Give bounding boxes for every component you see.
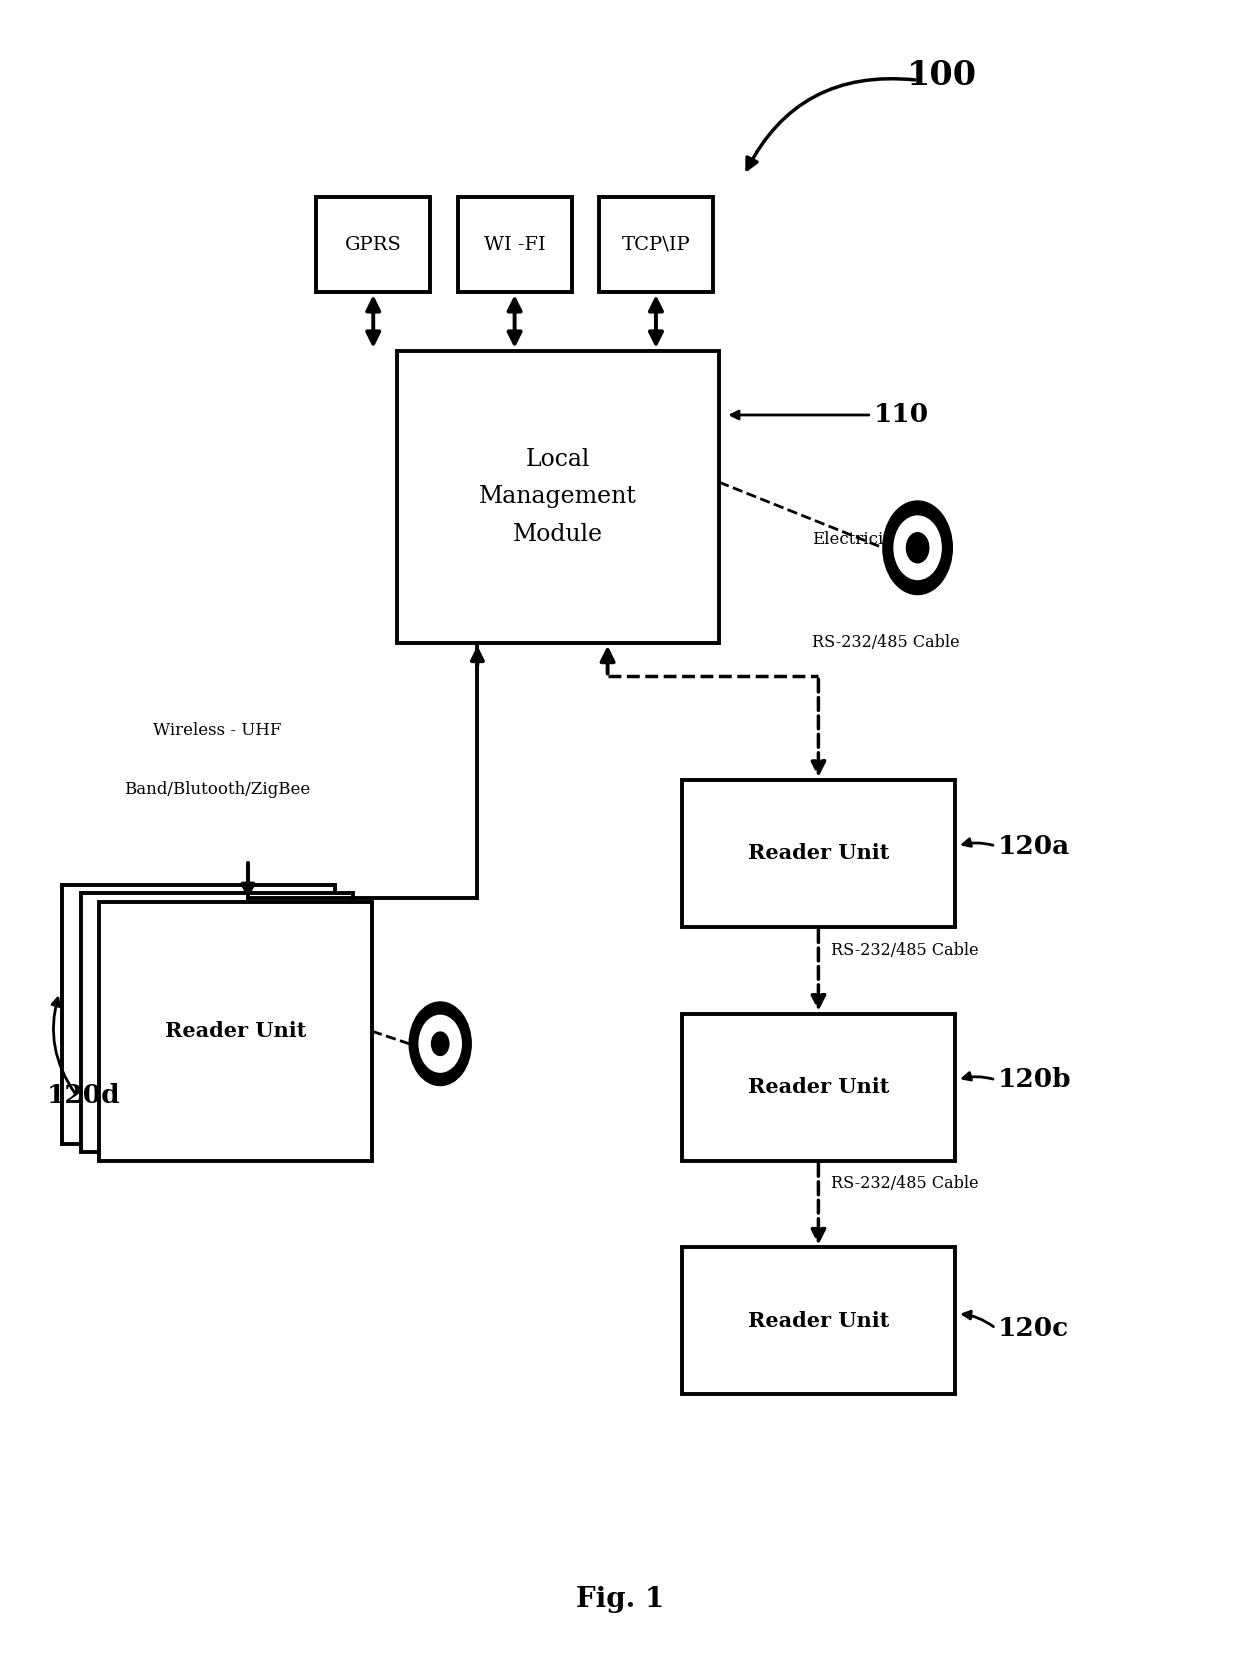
Circle shape — [883, 501, 952, 595]
Text: 120b: 120b — [998, 1067, 1071, 1092]
Text: Reader Unit: Reader Unit — [748, 843, 889, 863]
Circle shape — [906, 533, 929, 563]
FancyBboxPatch shape — [682, 780, 955, 927]
FancyBboxPatch shape — [62, 885, 335, 1144]
Text: Reader Unit: Reader Unit — [165, 1022, 306, 1040]
Circle shape — [432, 1032, 449, 1055]
Circle shape — [409, 1002, 471, 1086]
FancyBboxPatch shape — [682, 1014, 955, 1161]
Text: 100: 100 — [908, 58, 977, 92]
Circle shape — [894, 516, 941, 579]
FancyBboxPatch shape — [81, 893, 353, 1152]
FancyBboxPatch shape — [99, 902, 372, 1161]
Text: 120a: 120a — [998, 833, 1070, 858]
Text: TCP\IP: TCP\IP — [621, 235, 691, 254]
Text: RS-232/485 Cable: RS-232/485 Cable — [831, 1176, 978, 1192]
Text: Local
Management
Module: Local Management Module — [479, 448, 637, 546]
Text: Band/Blutooth/ZigBee: Band/Blutooth/ZigBee — [124, 780, 310, 798]
Text: 120d: 120d — [47, 1084, 120, 1109]
FancyBboxPatch shape — [458, 197, 572, 292]
Text: Wireless - UHF: Wireless - UHF — [153, 721, 281, 740]
Text: GPRS: GPRS — [345, 235, 402, 254]
Text: Reader Unit: Reader Unit — [748, 1077, 889, 1097]
Circle shape — [419, 1015, 461, 1072]
Text: RS-232/485 Cable: RS-232/485 Cable — [812, 635, 960, 651]
Text: 110: 110 — [874, 402, 929, 428]
FancyBboxPatch shape — [316, 197, 430, 292]
Text: Fig. 1: Fig. 1 — [575, 1586, 665, 1613]
Text: WI -FI: WI -FI — [484, 235, 546, 254]
Text: RS-232/485 Cable: RS-232/485 Cable — [831, 942, 978, 959]
FancyBboxPatch shape — [599, 197, 713, 292]
FancyBboxPatch shape — [397, 351, 719, 643]
Text: 120c: 120c — [998, 1316, 1069, 1341]
Text: Electricity: Electricity — [812, 531, 899, 548]
FancyBboxPatch shape — [682, 1247, 955, 1394]
Text: Reader Unit: Reader Unit — [748, 1311, 889, 1331]
